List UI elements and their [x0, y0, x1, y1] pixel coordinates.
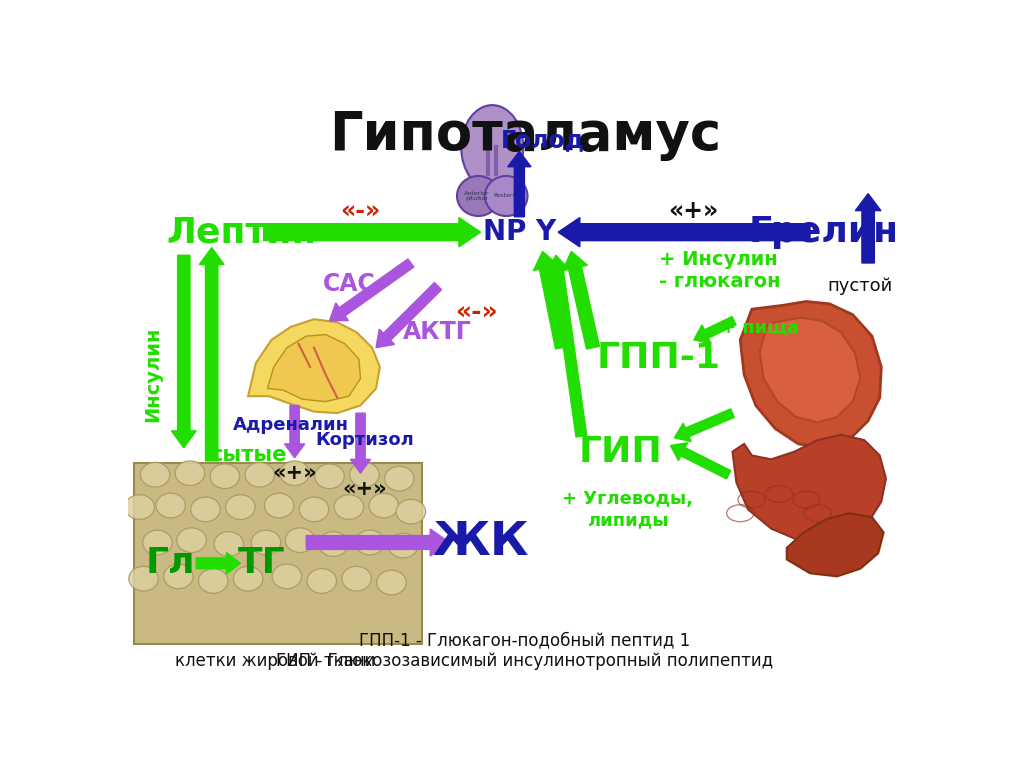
Text: «+»: «+»	[272, 463, 317, 483]
Text: сытые: сытые	[210, 446, 287, 466]
Text: клетки жировой ткани: клетки жировой ткани	[175, 652, 376, 670]
Ellipse shape	[245, 463, 274, 487]
Polygon shape	[732, 435, 886, 542]
Ellipse shape	[461, 105, 523, 189]
Text: Posterior: Posterior	[494, 193, 521, 199]
Text: ГПП-1 - Глюкагон-подобный пептид 1: ГПП-1 - Глюкагон-подобный пептид 1	[359, 631, 690, 650]
Ellipse shape	[299, 497, 329, 522]
Ellipse shape	[175, 461, 205, 486]
Polygon shape	[693, 317, 736, 343]
Polygon shape	[855, 194, 881, 263]
Polygon shape	[306, 529, 450, 556]
Ellipse shape	[485, 176, 527, 216]
Ellipse shape	[280, 461, 309, 486]
Ellipse shape	[342, 566, 372, 591]
Polygon shape	[350, 413, 371, 473]
Ellipse shape	[129, 566, 159, 591]
Text: ГПП-1: ГПП-1	[597, 341, 721, 375]
Text: Инсулин: Инсулин	[143, 327, 162, 423]
Text: «-»: «-»	[456, 301, 498, 325]
Text: Адреналин: Адреналин	[232, 416, 349, 433]
Text: + пища: + пища	[721, 318, 799, 336]
Ellipse shape	[251, 530, 281, 555]
Ellipse shape	[349, 463, 379, 487]
Ellipse shape	[164, 564, 194, 589]
Text: САС: САС	[323, 272, 375, 296]
Text: + Инсулин
- глюкагон: + Инсулин - глюкагон	[658, 250, 780, 291]
Polygon shape	[171, 255, 197, 448]
Text: Гипоталамус: Гипоталамус	[329, 109, 721, 161]
Text: ГИП: ГИП	[579, 435, 662, 469]
Polygon shape	[508, 151, 531, 217]
Text: NP Y: NP Y	[482, 218, 556, 246]
Polygon shape	[786, 513, 884, 576]
Ellipse shape	[199, 568, 228, 594]
Text: «+»: «+»	[342, 479, 387, 499]
Polygon shape	[675, 409, 734, 442]
Text: пустой: пустой	[827, 277, 893, 295]
Ellipse shape	[156, 493, 185, 518]
Polygon shape	[671, 443, 731, 479]
Polygon shape	[267, 334, 360, 402]
Text: ГИП - Глюкозозависимый инсулинотропный полипептид: ГИП - Глюкозозависимый инсулинотропный п…	[276, 652, 773, 670]
Ellipse shape	[272, 564, 302, 589]
Polygon shape	[263, 218, 480, 247]
Polygon shape	[197, 552, 241, 574]
Ellipse shape	[140, 463, 170, 487]
Text: Грелин: Грелин	[750, 216, 899, 249]
Text: Лептин: Лептин	[167, 216, 317, 249]
Ellipse shape	[142, 530, 172, 555]
Bar	[134, 463, 423, 644]
Ellipse shape	[125, 495, 155, 519]
Ellipse shape	[190, 497, 220, 522]
Ellipse shape	[307, 568, 337, 594]
Ellipse shape	[177, 528, 206, 552]
Text: ЖК: ЖК	[432, 520, 528, 565]
Ellipse shape	[377, 570, 407, 595]
Ellipse shape	[314, 464, 344, 489]
Text: + Углеводы,
липиды: + Углеводы, липиды	[562, 490, 693, 528]
Polygon shape	[200, 248, 224, 461]
Polygon shape	[547, 255, 587, 437]
Polygon shape	[558, 218, 810, 247]
Text: АКТГ: АКТГ	[403, 321, 472, 344]
Ellipse shape	[214, 532, 244, 556]
Text: «+»: «+»	[669, 199, 719, 223]
Text: «-»: «-»	[340, 199, 381, 223]
Ellipse shape	[225, 495, 255, 519]
Ellipse shape	[388, 533, 418, 558]
Text: Гл: Гл	[145, 546, 196, 581]
Text: ТГ: ТГ	[238, 546, 285, 581]
Ellipse shape	[264, 493, 294, 518]
Polygon shape	[285, 406, 305, 458]
Text: Голод: Голод	[501, 128, 585, 152]
Ellipse shape	[369, 493, 398, 518]
Ellipse shape	[210, 464, 240, 489]
Ellipse shape	[286, 528, 314, 552]
Ellipse shape	[334, 495, 364, 519]
Polygon shape	[534, 252, 568, 349]
Ellipse shape	[457, 176, 500, 216]
Ellipse shape	[355, 530, 385, 555]
Text: Кортизол: Кортизол	[315, 431, 414, 449]
Ellipse shape	[385, 466, 414, 491]
Polygon shape	[562, 252, 599, 349]
Polygon shape	[376, 282, 441, 347]
Text: Anterior
pituitar: Anterior pituitar	[464, 190, 489, 202]
Polygon shape	[740, 301, 882, 448]
Ellipse shape	[318, 532, 348, 556]
Ellipse shape	[233, 566, 263, 591]
Polygon shape	[248, 319, 380, 413]
Polygon shape	[330, 259, 414, 321]
Ellipse shape	[396, 499, 426, 524]
Polygon shape	[760, 318, 860, 423]
